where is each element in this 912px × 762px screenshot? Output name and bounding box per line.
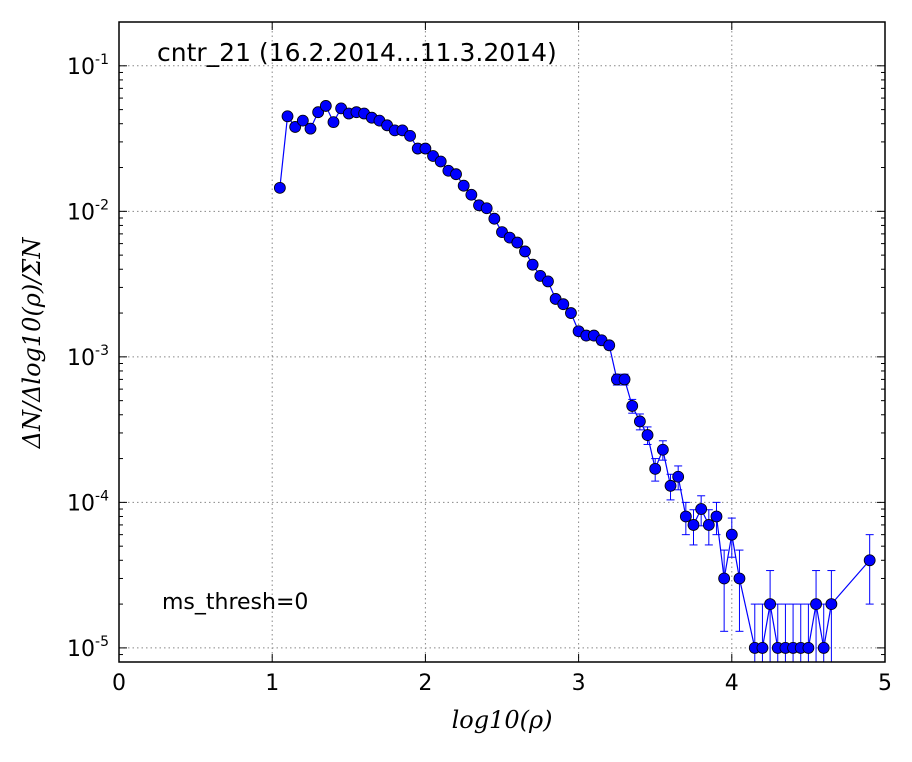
data-point xyxy=(764,598,776,610)
data-point xyxy=(695,503,708,515)
data-point xyxy=(664,479,677,492)
data-point xyxy=(710,510,723,523)
data-point xyxy=(480,202,493,215)
data-point xyxy=(319,100,332,112)
axis-ticks: 0 1 2 3 4 5 10-5 10-4 10-3 10-2 10-1 xyxy=(67,21,892,696)
data-point xyxy=(296,114,309,127)
y-axis-label: ΔN/Δlog10(ρ)/ΣN xyxy=(18,237,46,450)
data-point xyxy=(542,275,554,288)
data-point xyxy=(465,188,478,201)
y-tick-label: 10-3 xyxy=(67,343,109,371)
data-point xyxy=(603,339,616,352)
x-tick-label: 4 xyxy=(725,671,739,696)
data-point xyxy=(802,641,815,654)
y-tick-label: 10-1 xyxy=(67,52,109,80)
data-point xyxy=(557,298,570,311)
y-tick-label: 10-4 xyxy=(67,488,109,516)
data-point xyxy=(304,122,317,135)
x-tick-label: 3 xyxy=(572,671,586,696)
x-tick-label: 0 xyxy=(112,671,126,696)
data-point xyxy=(687,519,700,531)
x-tick-label: 2 xyxy=(418,671,432,696)
data-point xyxy=(817,641,830,654)
data-point xyxy=(565,307,577,319)
data-point xyxy=(281,110,294,123)
data-point xyxy=(519,245,531,258)
x-axis-label: log10(ρ) xyxy=(452,706,553,734)
data-point xyxy=(633,415,646,428)
data-point xyxy=(656,443,669,456)
data-point xyxy=(810,598,822,610)
data-point xyxy=(641,429,654,441)
data-point xyxy=(457,179,470,192)
data-point xyxy=(825,598,838,610)
data-point xyxy=(718,572,731,585)
data-point xyxy=(289,121,302,133)
data-point xyxy=(733,572,746,585)
plot-frame xyxy=(118,21,886,663)
data-point xyxy=(725,528,738,541)
data-point xyxy=(327,116,340,129)
data-point xyxy=(419,142,432,155)
data-series xyxy=(273,100,876,662)
data-point xyxy=(679,510,692,523)
data-point xyxy=(526,258,539,271)
x-tick-label: 5 xyxy=(878,671,892,696)
chart-title: cntr_21 (16.2.2014...11.3.2014) xyxy=(157,38,557,67)
data-point xyxy=(626,400,639,412)
y-tick-label: 10-2 xyxy=(67,197,109,225)
data-point xyxy=(618,373,631,386)
data-point xyxy=(649,462,662,475)
data-point xyxy=(511,236,524,249)
x-tick-label: 1 xyxy=(265,671,279,696)
data-point xyxy=(702,519,715,531)
data-point xyxy=(404,129,416,142)
chart-annotation: ms_thresh=0 xyxy=(162,590,308,615)
data-point xyxy=(863,554,876,567)
data-point xyxy=(450,168,462,181)
data-point xyxy=(312,106,325,119)
data-point xyxy=(756,641,769,654)
data-point xyxy=(488,212,501,225)
data-point xyxy=(434,155,447,168)
data-point xyxy=(672,470,685,483)
y-tick-label: 10-5 xyxy=(67,634,109,662)
data-point xyxy=(273,181,286,194)
